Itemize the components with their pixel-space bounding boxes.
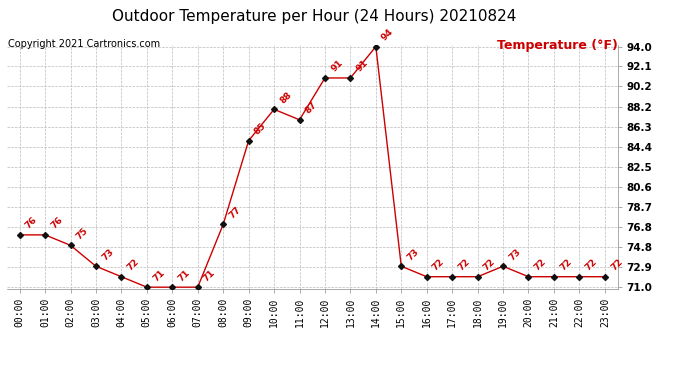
Text: 87: 87 (304, 100, 319, 116)
Text: 71: 71 (177, 268, 192, 283)
Text: 72: 72 (456, 257, 472, 273)
Text: 94: 94 (380, 27, 395, 42)
Text: 72: 72 (126, 257, 141, 273)
Text: Copyright 2021 Cartronics.com: Copyright 2021 Cartronics.com (8, 39, 160, 50)
Text: 72: 72 (558, 257, 573, 273)
Text: 72: 72 (482, 257, 497, 273)
Text: 91: 91 (329, 58, 344, 74)
Text: 73: 73 (100, 247, 115, 262)
Text: 73: 73 (507, 247, 522, 262)
Text: 72: 72 (431, 257, 446, 273)
Text: 76: 76 (23, 215, 39, 231)
Text: 71: 71 (202, 268, 217, 283)
Text: 88: 88 (278, 90, 293, 105)
Text: 72: 72 (609, 257, 624, 273)
Text: 75: 75 (75, 226, 90, 241)
Text: 77: 77 (227, 205, 243, 220)
Text: 85: 85 (253, 122, 268, 136)
Text: Outdoor Temperature per Hour (24 Hours) 20210824: Outdoor Temperature per Hour (24 Hours) … (112, 9, 516, 24)
Text: 73: 73 (406, 247, 421, 262)
Text: Temperature (°F): Temperature (°F) (497, 39, 618, 53)
Text: 72: 72 (584, 257, 599, 273)
Text: 76: 76 (49, 215, 65, 231)
Text: 91: 91 (355, 58, 370, 74)
Text: 71: 71 (151, 268, 166, 283)
Text: 72: 72 (533, 257, 548, 273)
